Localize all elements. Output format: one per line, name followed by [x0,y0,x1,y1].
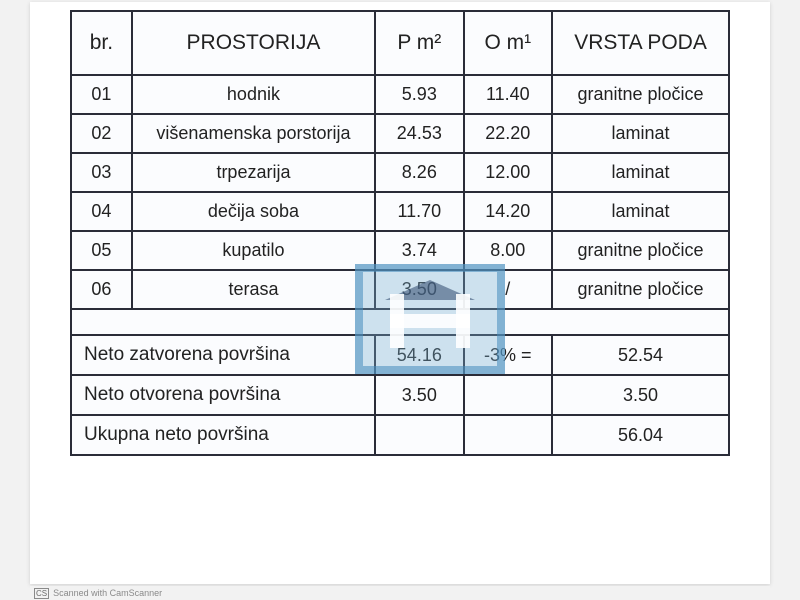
cell-p: 3.74 [375,231,463,270]
summary-row: Ukupna neto površina 56.04 [71,415,729,455]
summary-label: Ukupna neto površina [71,415,375,455]
cell-p: 8.26 [375,153,463,192]
col-o: O m¹ [464,11,552,75]
col-floor: VRSTA PODA [552,11,729,75]
summary-p: 3.50 [375,375,463,415]
cell-p: 3.50 [375,270,463,309]
cell-floor: granitne pločice [552,231,729,270]
scanner-footer-text: Scanned with CamScanner [53,588,162,598]
cell-p: 5.93 [375,75,463,114]
summary-row: Neto otvorena površina 3.50 3.50 [71,375,729,415]
cell-br: 05 [71,231,132,270]
table-row: 04 dečija soba 11.70 14.20 laminat [71,192,729,231]
summary-o [464,375,552,415]
cell-br: 01 [71,75,132,114]
cell-name: višenamenska porstorija [132,114,375,153]
scanner-footer: CS Scanned with CamScanner [30,586,770,600]
cell-o: 12.00 [464,153,552,192]
cell-floor: granitne pločice [552,75,729,114]
summary-val: 3.50 [552,375,729,415]
cell-o: 22.20 [464,114,552,153]
summary-row: Neto zatvorena površina 54.16 -3% = 52.5… [71,335,729,375]
cell-floor: granitne pločice [552,270,729,309]
spacer-row [71,309,729,335]
cell-name: hodnik [132,75,375,114]
sheet: br. PROSTORIJA P m² O m¹ VRSTA PODA 01 h… [30,2,770,584]
col-br: br. [71,11,132,75]
cell-name: dečija soba [132,192,375,231]
summary-o [464,415,552,455]
cell-o: 14.20 [464,192,552,231]
table-row: 06 terasa 3.50 / granitne pločice [71,270,729,309]
summary-o: -3% = [464,335,552,375]
cell-name: kupatilo [132,231,375,270]
table-row: 05 kupatilo 3.74 8.00 granitne pločice [71,231,729,270]
cell-br: 04 [71,192,132,231]
cell-br: 03 [71,153,132,192]
cell-floor: laminat [552,114,729,153]
rooms-table: br. PROSTORIJA P m² O m¹ VRSTA PODA 01 h… [70,10,730,456]
table-row: 01 hodnik 5.93 11.40 granitne pločice [71,75,729,114]
table-header-row: br. PROSTORIJA P m² O m¹ VRSTA PODA [71,11,729,75]
cell-name: trpezarija [132,153,375,192]
summary-val: 56.04 [552,415,729,455]
summary-p [375,415,463,455]
cell-name: terasa [132,270,375,309]
cell-p: 11.70 [375,192,463,231]
camscanner-badge-icon: CS [34,588,49,599]
cell-o: 8.00 [464,231,552,270]
cell-floor: laminat [552,153,729,192]
summary-val: 52.54 [552,335,729,375]
cell-br: 02 [71,114,132,153]
cell-o: / [464,270,552,309]
summary-p: 54.16 [375,335,463,375]
paper: br. PROSTORIJA P m² O m¹ VRSTA PODA 01 h… [70,10,730,456]
cell-floor: laminat [552,192,729,231]
col-p: P m² [375,11,463,75]
summary-label: Neto otvorena površina [71,375,375,415]
table-row: 03 trpezarija 8.26 12.00 laminat [71,153,729,192]
table-row: 02 višenamenska porstorija 24.53 22.20 l… [71,114,729,153]
summary-label: Neto zatvorena površina [71,335,375,375]
col-name: PROSTORIJA [132,11,375,75]
cell-p: 24.53 [375,114,463,153]
cell-o: 11.40 [464,75,552,114]
cell-br: 06 [71,270,132,309]
